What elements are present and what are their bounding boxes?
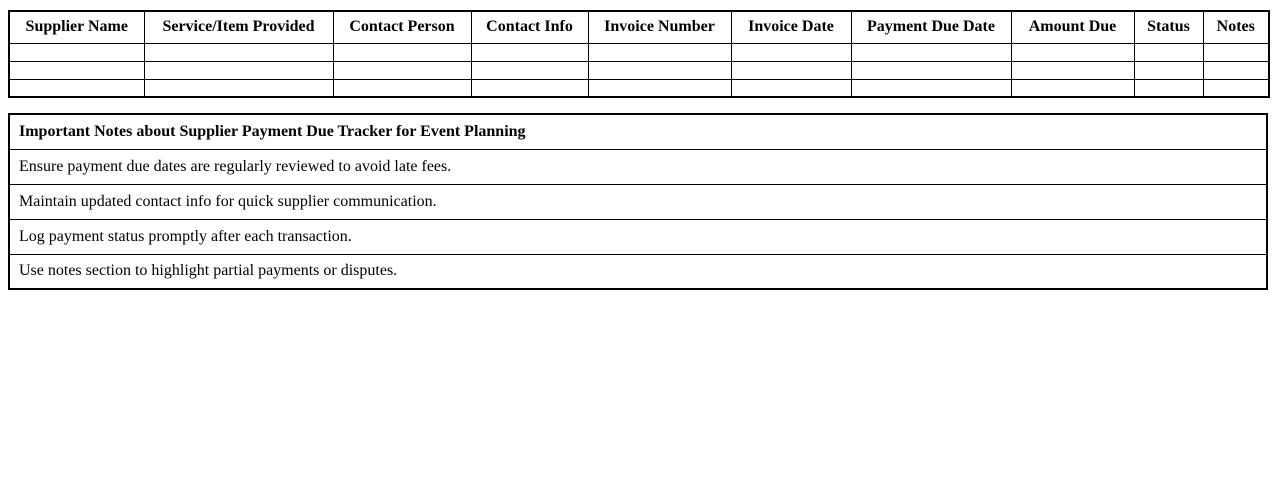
note-item: Ensure payment due dates are regularly r… [8, 148, 1268, 185]
tracker-empty-cell [587, 42, 732, 62]
tracker-empty-row [8, 78, 1270, 98]
tracker-empty-cell [1202, 60, 1270, 80]
tracker-empty-cell [850, 42, 1012, 62]
tracker-empty-cell [8, 42, 145, 62]
notes-title: Important Notes about Supplier Payment D… [8, 113, 1268, 150]
tracker-empty-cell [730, 42, 852, 62]
tracker-empty-cell [730, 60, 852, 80]
tracker-empty-cell [1133, 60, 1204, 80]
tracker-empty-cell [1010, 78, 1135, 98]
tracker-empty-cell [143, 42, 334, 62]
notes-title-row: Important Notes about Supplier Payment D… [8, 113, 1268, 150]
tracker-empty-cell [8, 60, 145, 80]
tracker-empty-cell [587, 60, 732, 80]
column-header-status: Status [1133, 10, 1204, 44]
supplier-payment-tracker-table: Supplier Name Service/Item Provided Contac… [8, 10, 1270, 98]
tracker-empty-cell [332, 78, 472, 98]
tracker-empty-cell [1133, 78, 1204, 98]
important-notes-table: Important Notes about Supplier Payment D… [8, 113, 1268, 290]
note-row: Ensure payment due dates are regularly r… [8, 148, 1268, 185]
tracker-empty-cell [332, 60, 472, 80]
tracker-empty-cell [1202, 78, 1270, 98]
tracker-header-row: Supplier Name Service/Item Provided Contac… [8, 10, 1270, 44]
column-header-contact-info: Contact Info [470, 10, 589, 44]
note-row: Log payment status promptly after each t… [8, 218, 1268, 255]
tracker-empty-cell [470, 42, 589, 62]
column-header-contact-person: Contact Person [332, 10, 472, 44]
column-header-notes: Notes [1202, 10, 1270, 44]
column-header-amount-due: Amount Due [1010, 10, 1135, 44]
note-item: Maintain updated contact info for quick … [8, 183, 1268, 220]
tracker-empty-cell [8, 78, 145, 98]
tracker-empty-cell [587, 78, 732, 98]
tracker-empty-cell [730, 78, 852, 98]
column-header-service-item-provided: Service/Item Provided [143, 10, 334, 44]
tracker-empty-row [8, 42, 1270, 62]
tracker-empty-cell [332, 42, 472, 62]
tracker-empty-cell [1133, 42, 1204, 62]
tracker-empty-cell [470, 60, 589, 80]
column-header-payment-due-date: Payment Due Date [850, 10, 1012, 44]
tracker-empty-cell [1202, 42, 1270, 62]
tracker-empty-cell [850, 78, 1012, 98]
note-item: Log payment status promptly after each t… [8, 218, 1268, 255]
tracker-empty-cell [143, 60, 334, 80]
tracker-empty-cell [1010, 60, 1135, 80]
note-item: Use notes section to highlight partial p… [8, 253, 1268, 290]
column-header-supplier-name: Supplier Name [8, 10, 145, 44]
tracker-empty-cell [470, 78, 589, 98]
note-row: Maintain updated contact info for quick … [8, 183, 1268, 220]
tracker-empty-cell [1010, 42, 1135, 62]
note-row: Use notes section to highlight partial p… [8, 253, 1268, 290]
column-header-invoice-number: Invoice Number [587, 10, 732, 44]
column-header-invoice-date: Invoice Date [730, 10, 852, 44]
tracker-empty-cell [850, 60, 1012, 80]
tracker-empty-row [8, 60, 1270, 80]
tracker-empty-cell [143, 78, 334, 98]
